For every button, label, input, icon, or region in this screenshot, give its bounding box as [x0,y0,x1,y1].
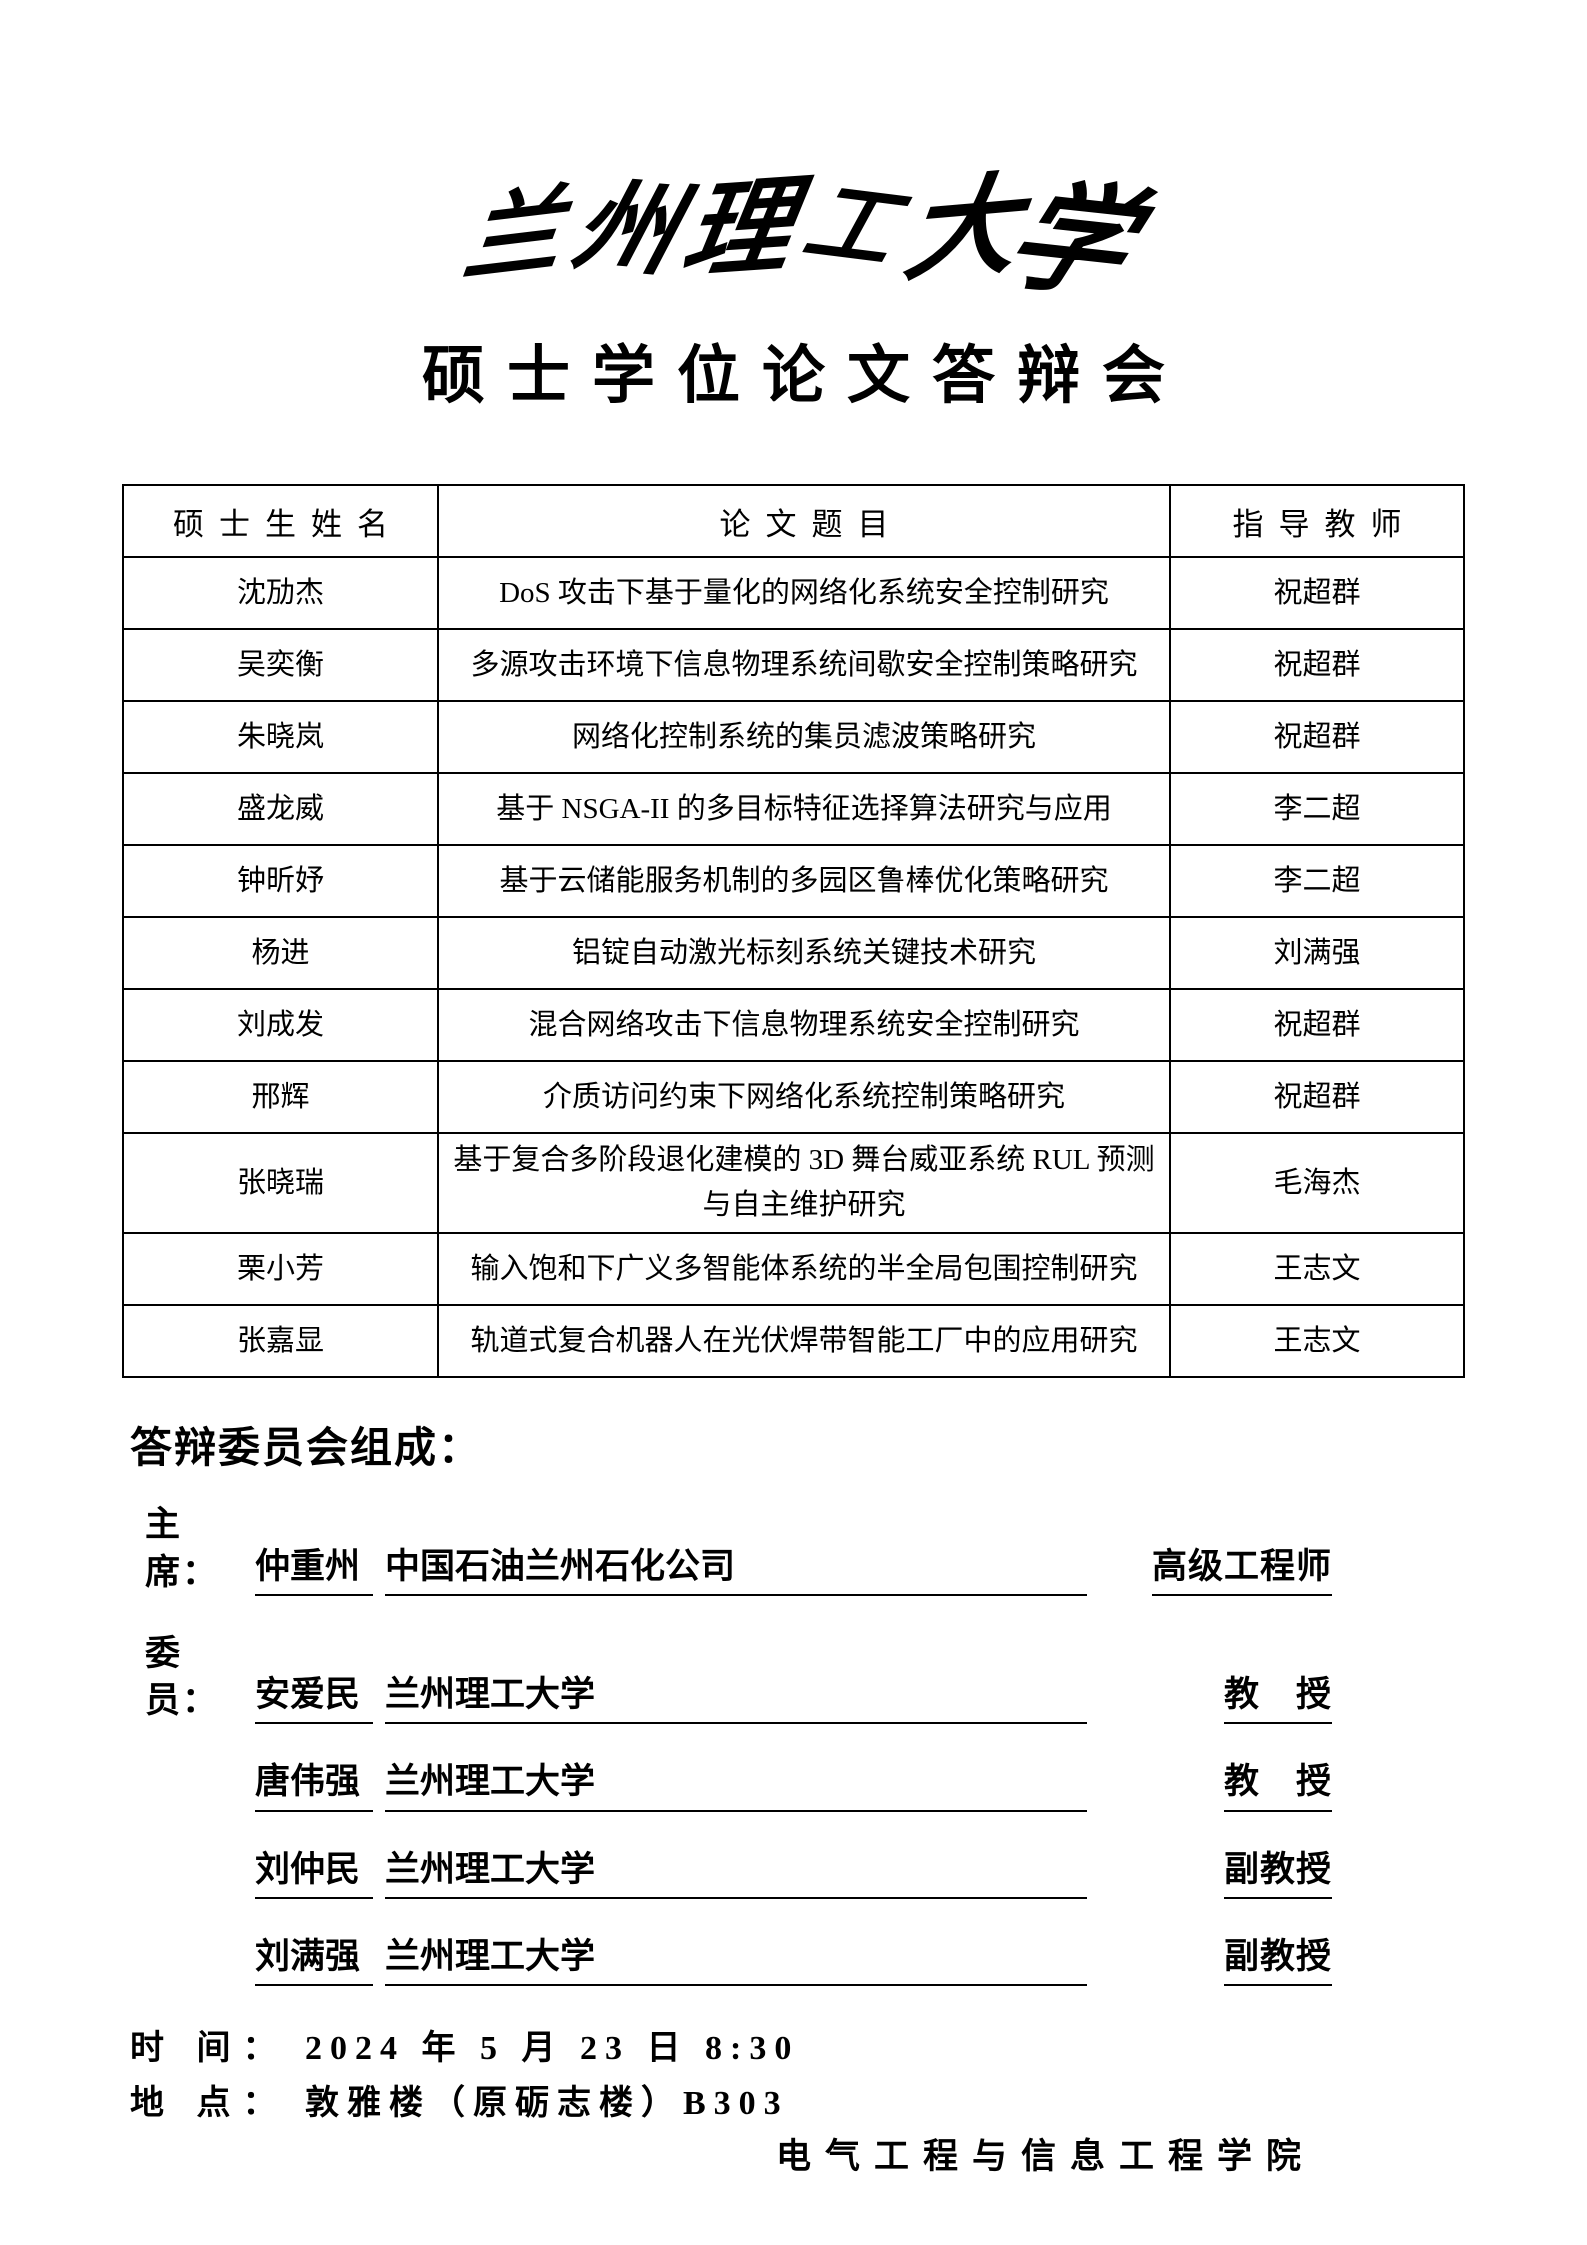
committee-role-label: 主席： [145,1505,220,1592]
committee-member-name: 安爱民 [255,1671,373,1725]
logo-char: 工 [794,172,908,280]
table-row: 张嘉显 轨道式复合机器人在光伏焊带智能工厂中的应用研究 王志文 [122,1304,1465,1379]
committee-member-title: 副教授 [1223,1933,1332,1987]
committee-row: 主席： 仲重州 中国石油兰州石化公司 高级工程师 [145,1501,1332,1596]
committee-member-title: 教 授 [1223,1671,1332,1725]
logo-char: 兰 [457,177,569,294]
thesis-title-cell: 网络化控制系统的集员滤波策略研究 [437,700,1171,775]
thesis-title-cell: 基于云储能服务机制的多园区鲁棒优化策略研究 [437,844,1171,919]
table-row: 沈劢杰 DoS 攻击下基于量化的网络化系统安全控制研究 祝超群 [122,556,1465,631]
committee-row: 刘仲民 兰州理工大学 副教授 [145,1846,1332,1899]
committee-member-name: 仲重州 [255,1543,373,1596]
defense-table: 硕士生姓名 论文题目 指导教师 沈劢杰 DoS 攻击下基于量化的网络化系统安全控制… [122,484,1465,1379]
student-name-cell: 钟昕妤 [122,844,439,919]
advisor-cell: 祝超群 [1169,628,1465,703]
table-header-row: 硕士生姓名 论文题目 指导教师 [122,484,1465,559]
committee-member-title: 高级工程师 [1151,1543,1332,1596]
thesis-title-cell: 混合网络攻击下信息物理系统安全控制研究 [437,988,1171,1063]
committee-member-name: 唐伟强 [255,1758,373,1812]
time-label: 时 间： [130,2030,289,2068]
student-name-cell: 邢辉 [122,1060,439,1135]
committee-member-org: 中国石油兰州石化公司 [385,1543,1087,1596]
advisor-cell: 王志文 [1169,1304,1465,1379]
advisor-cell: 祝超群 [1169,988,1465,1063]
advisor-cell: 刘满强 [1169,916,1465,991]
committee-row: 委员： 安爱民 兰州理工大学 教 授 [145,1630,1332,1725]
table-row: 刘成发 混合网络攻击下信息物理系统安全控制研究 祝超群 [122,988,1465,1063]
advisor-cell: 祝超群 [1169,556,1465,631]
university-logo-text: 兰州理工大学 [0,150,1587,313]
thesis-title-cell: 介质访问约束下网络化系统控制策略研究 [437,1060,1171,1135]
location-label: 地 点： [130,2085,289,2123]
thesis-title-cell: 轨道式复合机器人在光伏焊带智能工厂中的应用研究 [437,1304,1171,1379]
committee-member-name: 刘仲民 [255,1846,373,1899]
thesis-title-cell: 铝锭自动激光标刻系统关键技术研究 [437,916,1171,991]
committee-row: 唐伟强 兰州理工大学 教 授 [145,1758,1332,1812]
table-row: 吴奕衡 多源攻击环境下信息物理系统间歇安全控制策略研究 祝超群 [122,628,1465,703]
student-name-cell: 刘成发 [122,988,439,1063]
thesis-title-cell: 基于 NSGA-II 的多目标特征选择算法研究与应用 [437,772,1171,847]
table-row: 钟昕妤 基于云储能服务机制的多园区鲁棒优化策略研究 李二超 [122,844,1465,919]
thesis-title-cell: 多源攻击环境下信息物理系统间歇安全控制策略研究 [437,628,1171,703]
thesis-title-cell: 输入饱和下广义多智能体系统的半全局包围控制研究 [437,1232,1171,1307]
student-name-cell: 栗小芳 [122,1232,439,1307]
committee-member-org: 兰州理工大学 [385,1846,1087,1899]
header-advisor: 指导教师 [1169,484,1465,559]
location-value: 敦雅楼（原砺志楼）B303 [305,2085,789,2123]
table-row: 邢辉 介质访问约束下网络化系统控制策略研究 祝超群 [122,1060,1465,1135]
advisor-cell: 祝超群 [1169,700,1465,775]
committee-member-title: 教 授 [1223,1758,1332,1812]
committee-row: 刘满强 兰州理工大学 副教授 [145,1933,1332,1987]
student-name-cell: 沈劢杰 [122,556,439,631]
thesis-title-cell: 基于复合多阶段退化建模的 3D 舞台威亚系统 RUL 预测与自主维护研究 [437,1132,1171,1235]
advisor-cell: 王志文 [1169,1232,1465,1307]
table-row: 栗小芳 输入饱和下广义多智能体系统的半全局包围控制研究 王志文 [122,1232,1465,1307]
student-name-cell: 张嘉显 [122,1304,439,1379]
table-row: 盛龙威 基于 NSGA-II 的多目标特征选择算法研究与应用 李二超 [122,772,1465,847]
committee-heading: 答辩委员会组成： [130,1426,483,1473]
student-name-cell: 杨进 [122,916,439,991]
university-logo: 兰州理工大学 [0,0,1587,313]
thesis-title-cell: DoS 攻击下基于量化的网络化系统安全控制研究 [437,556,1171,631]
page-title: 硕士学位论文答辩会 [422,341,1187,411]
table-row: 朱晓岚 网络化控制系统的集员滤波策略研究 祝超群 [122,700,1465,775]
advisor-cell: 毛海杰 [1169,1132,1465,1235]
student-name-cell: 吴奕衡 [122,628,439,703]
department-signature: 电气工程与信息工程学院 [775,2137,1315,2177]
committee-member-name: 刘满强 [255,1933,373,1987]
committee-member-org: 兰州理工大学 [385,1758,1087,1812]
time-row: 时 间： 2024 年 5 月 23 日 8:30 [130,2020,1587,2069]
header-student-name: 硕士生姓名 [122,484,439,559]
committee-member-org: 兰州理工大学 [385,1671,1087,1725]
committee-member-title: 副教授 [1223,1846,1332,1899]
header-thesis-title: 论文题目 [437,484,1171,559]
student-name-cell: 张晓瑞 [122,1132,439,1235]
location-row: 地 点： 敦雅楼（原砺志楼）B303 [130,2075,1587,2124]
committee-role-label: 委员： [145,1633,220,1721]
advisor-cell: 李二超 [1169,844,1465,919]
committee-member-org: 兰州理工大学 [385,1933,1087,1987]
table-row: 杨进 铝锭自动激光标刻系统关键技术研究 刘满强 [122,916,1465,991]
committee-list: 主席： 仲重州 中国石油兰州石化公司 高级工程师 委员： 安爱民 兰州理工大学教 授唐伟强兰… [0,1501,1587,1987]
advisor-cell: 李二超 [1169,772,1465,847]
table-row: 张晓瑞 基于复合多阶段退化建模的 3D 舞台威亚系统 RUL 预测与自主维护研究毛… [122,1132,1465,1235]
time-value: 2024 年 5 月 23 日 8:30 [305,2030,800,2068]
student-name-cell: 盛龙威 [122,772,439,847]
advisor-cell: 祝超群 [1169,1060,1465,1135]
student-name-cell: 朱晓岚 [122,700,439,775]
